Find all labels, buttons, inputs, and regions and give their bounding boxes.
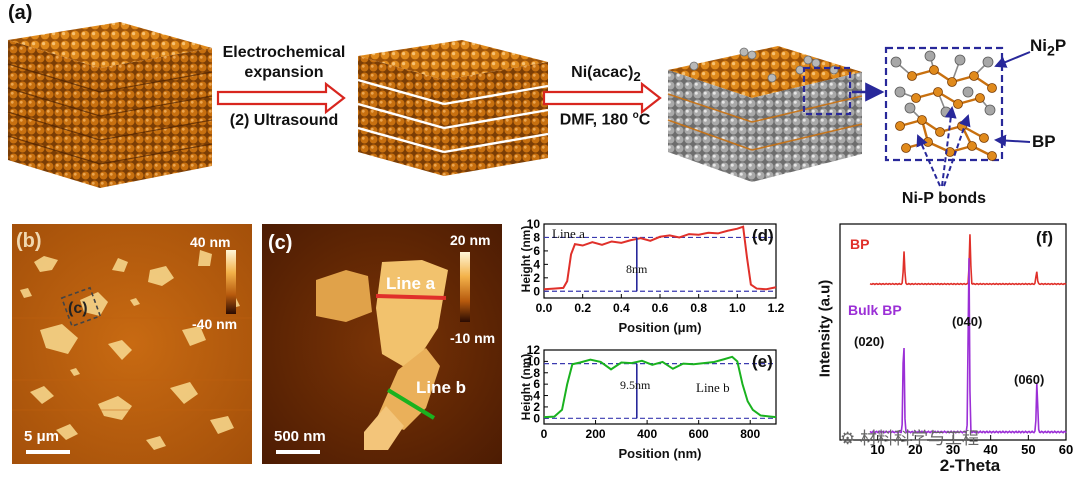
scalebar-b-label: 5 μm (24, 428, 60, 445)
ni2p-label: Ni2P (1030, 36, 1067, 60)
scale-max-b: 40 nm (190, 234, 231, 250)
x-tick-label: 50 (1021, 442, 1035, 457)
color-scale-c (460, 252, 470, 322)
bulk-bp-xrd-trace (869, 258, 1067, 434)
y-tick-label: 4 (533, 389, 540, 403)
y-tick-label: 4 (533, 257, 540, 271)
panel-e-label: (e) (752, 352, 773, 371)
color-scale-b (226, 250, 236, 314)
legend-bp: BP (850, 236, 870, 252)
scale-min-c: -10 nm (450, 330, 496, 346)
x-tick-label: 10 (870, 442, 884, 457)
bulk-bp-slab (7, 22, 213, 188)
x-tick-label: 1.0 (729, 301, 746, 315)
measure-9-5nm: 9.5nm (620, 378, 651, 392)
reaction-arrow (542, 81, 662, 115)
ni-p-bonds-label: Ni-P bonds (901, 190, 987, 207)
y-tick-label: 10 (527, 354, 541, 368)
peak-label-020: (020) (854, 334, 885, 349)
panel-b-label: (b) (16, 230, 42, 252)
step2-below: DMF, 180 oC (559, 110, 651, 129)
panel-d-label: (d) (752, 226, 774, 245)
y-tick-label: 2 (533, 271, 540, 285)
y-tick-label: 10 (527, 217, 541, 231)
ylabel-f: Intensity (a.u) (816, 279, 834, 378)
x-tick-label: 30 (946, 442, 960, 457)
ylabel-e: Height (nm) (519, 353, 533, 421)
afm-image-c (262, 224, 502, 464)
x-tick-label: 0.0 (536, 301, 553, 315)
legend-bulk-bp: Bulk BP (848, 302, 902, 318)
watermark: ⚙ 材料科学与工程 (840, 429, 979, 448)
y-tick-label: 6 (533, 244, 540, 258)
xlabel-d: Position (μm) (618, 320, 702, 335)
x-tick-label: 600 (689, 427, 709, 441)
y-tick-label: 0 (533, 284, 540, 298)
step1-line2: expansion (244, 64, 324, 81)
x-tick-label: 0.4 (613, 301, 630, 315)
ni2p-bp-structure (884, 46, 1004, 162)
x-tick-label: 40 (983, 442, 997, 457)
xlabel-e: Position (nm) (618, 446, 702, 461)
x-tick-label: 0.2 (574, 301, 591, 315)
y-tick-label: 0 (533, 411, 540, 425)
panel-a-label: (a) (8, 2, 33, 24)
scale-max-c: 20 nm (450, 232, 491, 248)
x-tick-label: 400 (637, 427, 657, 441)
x-tick-label: 800 (740, 427, 760, 441)
y-tick-label: 6 (533, 377, 540, 391)
bp-label: BP (1032, 132, 1056, 151)
x-tick-label: 0.8 (690, 301, 707, 315)
afm-image-b (12, 224, 252, 464)
peak-label-060: (060) (1014, 372, 1045, 387)
ni2p-bp-slab (667, 46, 863, 182)
scale-min-b: -40 nm (192, 316, 238, 332)
scalebar-c-label: 500 nm (274, 428, 326, 445)
y-tick-label: 8 (533, 366, 540, 380)
y-tick-label: 8 (533, 230, 540, 244)
line-a-label: Line a (386, 274, 436, 293)
line-b-profile (543, 355, 777, 419)
measure-8nm: 8nm (626, 262, 648, 276)
peak-label-040: (040) (952, 314, 983, 329)
panel-c-label: (c) (268, 232, 293, 254)
x-tick-label: 60 (1059, 442, 1073, 457)
expansion-arrow (216, 81, 346, 115)
xrd-chart-f: 10 20 30 40 50 60 (839, 223, 1073, 457)
xlabel-f: 2-Theta (939, 456, 1001, 475)
step1-below: (2) Ultrasound (229, 112, 339, 129)
x-tick-label: 1.2 (768, 301, 785, 315)
y-tick-label: 12 (527, 343, 541, 357)
step1-line1: Electrochemical (222, 44, 346, 61)
line-b-label: Line b (416, 378, 467, 397)
expanded-bp-slab (357, 40, 549, 176)
step2-above: Ni(acac)2 (571, 64, 641, 85)
line-a-annotation: Line a (552, 226, 585, 241)
x-tick-label: 200 (586, 427, 606, 441)
panel-f-label: (f) (1036, 228, 1053, 247)
x-tick-label: 20 (908, 442, 922, 457)
inset-c-label: (c) (68, 300, 88, 317)
x-tick-label: 0 (541, 427, 548, 441)
x-tick-label: 0.6 (652, 301, 669, 315)
ylabel-d: Height (nm) (519, 225, 533, 293)
line-a-profile (543, 225, 777, 291)
line-b-annotation: Line b (696, 380, 730, 395)
y-tick-label: 2 (533, 400, 540, 414)
